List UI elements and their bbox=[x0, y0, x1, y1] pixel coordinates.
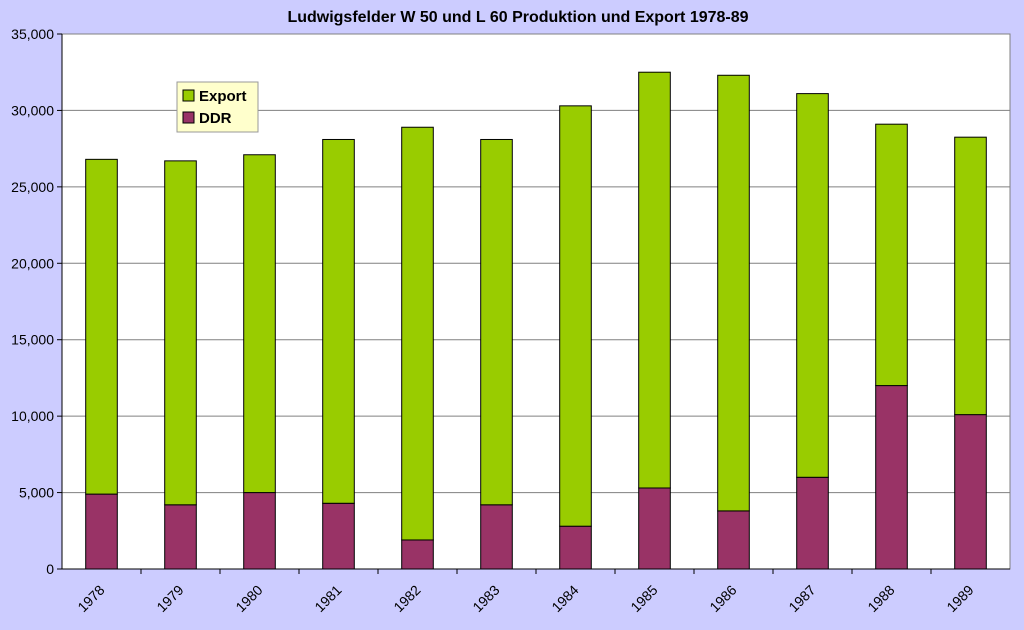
x-tick-label: 1983 bbox=[469, 582, 502, 615]
bar-export-1981 bbox=[322, 138, 355, 504]
bar-ddr-1981 bbox=[322, 502, 355, 570]
plot-area: 0 5,000 10,000 15,000 20,000 25,000 30,000 35,0… bbox=[11, 26, 1011, 615]
x-tick-label: 1981 bbox=[311, 582, 344, 615]
bar-ddr-1989 bbox=[954, 414, 987, 570]
x-tick-label: 1987 bbox=[785, 582, 818, 615]
legend-swatch-export bbox=[182, 89, 195, 102]
bar-export-1983 bbox=[480, 138, 513, 506]
x-tick-label: 1986 bbox=[706, 582, 739, 615]
x-tick-label: 1985 bbox=[627, 582, 660, 615]
legend-label-ddr: DDR bbox=[199, 110, 232, 127]
bar-ddr-1987 bbox=[796, 476, 829, 570]
bar-ddr-1978 bbox=[85, 493, 118, 570]
x-tick-label: 1982 bbox=[390, 582, 423, 615]
y-tick-label: 35,000 bbox=[11, 26, 54, 42]
bar-export-1984 bbox=[559, 105, 592, 527]
bar-ddr-1983 bbox=[480, 504, 513, 570]
bar-ddr-1985 bbox=[638, 487, 671, 570]
bar-ddr-1980 bbox=[243, 492, 276, 570]
x-tick-label: 1979 bbox=[153, 582, 186, 615]
bar-export-1988 bbox=[875, 123, 908, 387]
y-tick-label: 0 bbox=[46, 561, 54, 577]
x-tick-label: 1980 bbox=[232, 582, 265, 615]
bar-export-1987 bbox=[796, 93, 829, 478]
bar-export-1979 bbox=[164, 160, 197, 506]
bar-export-1985 bbox=[638, 71, 671, 489]
x-tick-label: 1984 bbox=[548, 582, 581, 615]
y-tick-label: 10,000 bbox=[11, 408, 54, 424]
bar-export-1986 bbox=[717, 74, 750, 512]
bar-ddr-1988 bbox=[875, 385, 908, 570]
bar-export-1982 bbox=[401, 126, 434, 541]
bar-ddr-1982 bbox=[401, 539, 434, 570]
x-tick-label: 1989 bbox=[943, 582, 976, 615]
y-tick-label: 25,000 bbox=[11, 179, 54, 195]
bar-export-1980 bbox=[243, 154, 276, 494]
y-tick-label: 20,000 bbox=[11, 255, 54, 271]
bar-ddr-1979 bbox=[164, 504, 197, 570]
y-tick-label: 5,000 bbox=[19, 485, 54, 501]
legend: Export DDR bbox=[176, 81, 259, 133]
y-tick-label: 15,000 bbox=[11, 332, 54, 348]
bar-export-1978 bbox=[85, 158, 118, 495]
legend-swatch-ddr bbox=[182, 111, 195, 124]
legend-label-export: Export bbox=[199, 88, 247, 105]
bar-export-1989 bbox=[954, 136, 987, 416]
x-tick-label: 1988 bbox=[864, 582, 897, 615]
bar-ddr-1984 bbox=[559, 525, 592, 570]
chart-title: Ludwigsfelder W 50 und L 60 Produktion u… bbox=[287, 9, 748, 26]
bar-ddr-1986 bbox=[717, 510, 750, 570]
x-tick-label: 1978 bbox=[74, 582, 107, 615]
y-tick-label: 30,000 bbox=[11, 102, 54, 118]
